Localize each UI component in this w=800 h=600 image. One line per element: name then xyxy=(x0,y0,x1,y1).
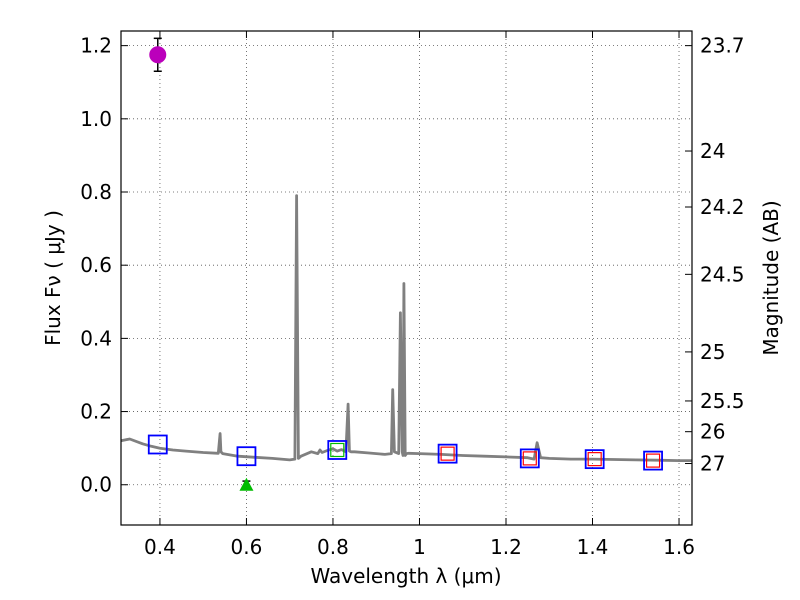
y-axis-right-label: Magnitude (AB) xyxy=(759,200,783,355)
y-right-tick-label: 24 xyxy=(700,139,725,163)
axis-ticks: 0.4 0.6 0.8 1 1.2 1.4 1.6 0.0 0.2 0.4 0.6 0.8 1.0 1.2… xyxy=(80,31,745,559)
photometry-square xyxy=(440,446,455,461)
y-tick-label: 1.0 xyxy=(80,107,112,131)
photometry-square xyxy=(584,449,605,470)
markers-group xyxy=(147,37,663,491)
sed-model-line xyxy=(120,194,692,463)
observed-triangle xyxy=(239,477,254,491)
y-right-tick-label: 25.5 xyxy=(700,389,745,413)
y-tick-label: 1.2 xyxy=(80,34,112,58)
x-tick-label: 1 xyxy=(413,535,426,559)
y-tick-label: 0.4 xyxy=(80,326,112,350)
photometry-square xyxy=(587,452,602,467)
y-right-tick-label: 26 xyxy=(700,420,725,444)
photometry-square xyxy=(236,446,257,467)
y-tick-label: 0.2 xyxy=(80,400,112,424)
photometry-square xyxy=(645,453,661,468)
plot-frame xyxy=(120,30,693,526)
x-tick-label: 1.4 xyxy=(577,535,609,559)
y-right-tick-label: 24.5 xyxy=(700,262,745,286)
y-right-tick-label: 24.2 xyxy=(700,195,745,219)
photometry-square xyxy=(522,451,537,466)
y-tick-label: 0.0 xyxy=(80,473,112,497)
y-axis-label: Flux Fν ( μJy ) xyxy=(41,210,65,346)
y-tick-label: 0.6 xyxy=(80,253,112,277)
x-tick-label: 1.2 xyxy=(490,535,522,559)
photometry-square xyxy=(519,448,540,469)
x-tick-label: 0.4 xyxy=(144,535,176,559)
photometry-square xyxy=(330,442,345,458)
x-tick-label: 0.6 xyxy=(231,535,263,559)
series-group xyxy=(120,194,692,463)
photometry-square xyxy=(643,450,663,471)
y-right-tick-label: 25 xyxy=(700,340,725,364)
photometry-square xyxy=(437,443,458,464)
x-axis-label: Wavelength λ (μm) xyxy=(310,564,501,588)
photometry-square xyxy=(327,440,348,460)
photometry-square xyxy=(147,434,168,455)
y-right-tick-label: 23.7 xyxy=(700,34,745,58)
x-tick-label: 1.6 xyxy=(663,535,695,559)
x-tick-label: 0.8 xyxy=(317,535,349,559)
observed-point xyxy=(149,46,167,64)
y-tick-label: 0.8 xyxy=(80,180,112,204)
y-right-tick-label: 27 xyxy=(700,452,725,476)
